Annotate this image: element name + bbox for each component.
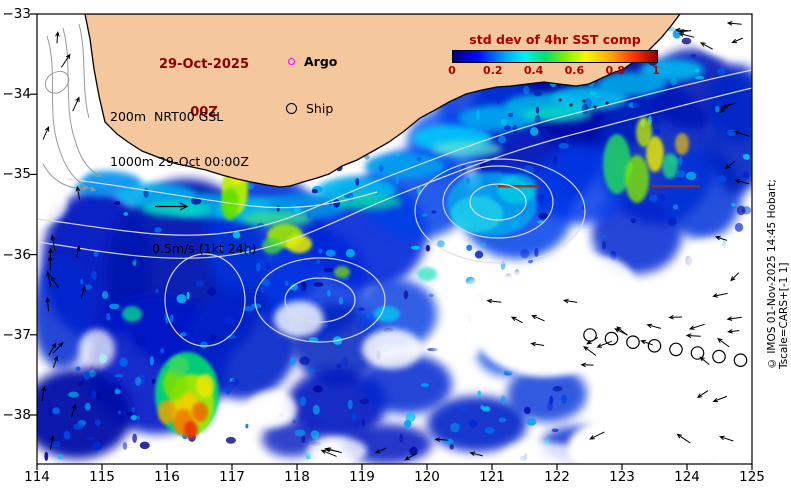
argo-legend-label: Argo [304,54,338,69]
colorbar-tick-label: 0.4 [523,64,544,77]
x-tick-label: 121 [479,469,505,485]
colorbar-tick-labels: 0 0.2 0.4 0.6 0.8 1 [448,64,660,79]
colorbar-tick-label: 1 [652,64,660,77]
x-tick-label: 119 [349,469,375,485]
argo-marker-icon [288,58,295,65]
y-tick-label: −36 [2,246,32,263]
valid-date: 29-Oct-2025 [158,57,250,72]
colorbar-tick-label: 0.6 [564,64,585,77]
argo-legend-row: Argo [286,53,337,70]
velocity-scale-label: 0.5m/s (1kt 24h) [152,241,257,256]
x-tick-label: 123 [609,469,635,485]
observation-legend: Argo Ship [286,23,337,147]
x-tick-label: 116 [154,469,180,485]
x-tick-label: 125 [739,469,765,485]
y-tick-label: −37 [2,326,32,343]
y-tick-label: −38 [2,407,32,423]
ship-marker-icon [286,103,297,114]
x-tick-label: 114 [24,469,50,485]
x-tick-label: 118 [284,469,310,485]
colorbar-gradient [452,50,658,63]
colorbar: std dev of 4hr SST comp 0 0.2 0.4 0.6 0.8 1 [448,32,660,79]
valid-time-annotation: 29-Oct-2025 00Z [148,25,260,153]
y-tick-label: −33 [2,6,32,22]
velocity-scale-arrow-icon [155,202,189,211]
colorbar-tick-label: 0.8 [605,64,625,77]
ship-legend-row: Ship [286,100,337,117]
gsl-200m-label: 200m NRT00 GSL [110,109,224,124]
ship-legend-label: Ship [306,101,334,116]
gsl-1000m-label: 1000m 29-Oct 00:00Z [110,154,249,169]
x-tick-label: 115 [89,469,115,485]
colorbar-title: std dev of 4hr SST comp [469,32,641,47]
colorbar-tick-label: 0.2 [483,64,503,77]
x-tick-label: 122 [544,469,570,485]
x-tick-label: 117 [219,469,245,485]
layer-annotation: 200m NRT00 GSL 1000m 29-Oct 00:00Z 0.5m/… [110,79,256,286]
valid-hour: 00Z [190,105,218,120]
credit-text: © IMOS 01-Nov-2025 14:45 Hobart; Tscale=… [766,179,790,369]
y-tick-label: −34 [2,86,32,103]
x-tick-label: 120 [414,469,440,485]
x-tick-label: 124 [674,469,700,485]
colorbar-tick-label: 0 [448,64,456,77]
y-tick-label: −35 [2,166,32,183]
